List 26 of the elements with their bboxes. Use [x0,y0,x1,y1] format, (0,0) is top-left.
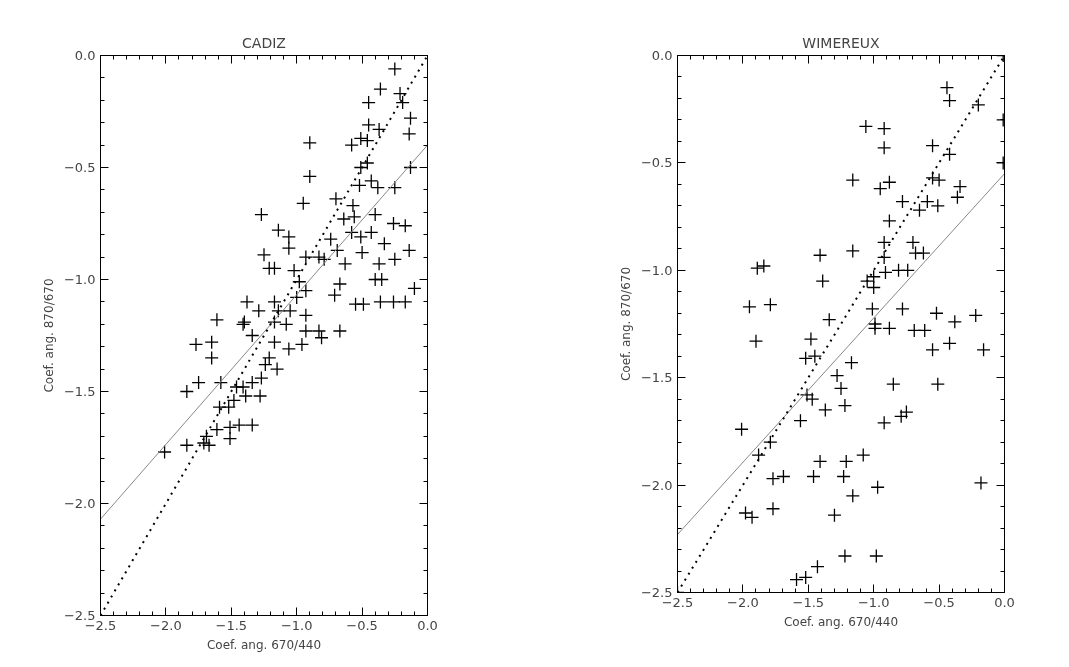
x-axis-title: Coef. ang. 670/440 [783,614,899,629]
y-tick-label: −1.0 [640,262,673,278]
x-tick-label: −1.5 [215,617,248,633]
y-axis-title: Coef. ang. 870/670 [41,278,56,393]
x-axis-title: Coef. ang. 670/440 [206,637,322,652]
x-tick-label: −2.0 [727,594,759,610]
x-tick-label: 0.0 [994,594,1015,610]
y-tick-label: −2.0 [640,477,673,493]
x-tick-label: −1.0 [280,617,313,633]
y-tick-label: −2.0 [63,496,96,511]
x-tick-label: −1.5 [792,594,825,610]
y-tick-label: −1.5 [63,384,96,399]
y-tick-label: −1.0 [63,272,96,287]
x-tick-label: −2.0 [150,617,182,633]
x-tick-label: −1.0 [857,594,890,610]
chart-title: CADIZ [242,34,286,51]
x-tick-label: −0.5 [923,594,955,610]
y-tick-label: −1.5 [640,370,673,386]
y-tick-label: 0.0 [74,48,96,63]
y-axis-title: Coef. ang. 870/670 [618,266,633,382]
y-tick-label: 0.0 [651,48,673,63]
x-tick-label: 0.0 [417,617,438,633]
y-tick-label: −0.5 [640,155,673,171]
x-tick-label: −0.5 [346,617,378,633]
y-tick-label: −0.5 [63,160,96,175]
chart-title: WIMEREUX [802,34,881,51]
